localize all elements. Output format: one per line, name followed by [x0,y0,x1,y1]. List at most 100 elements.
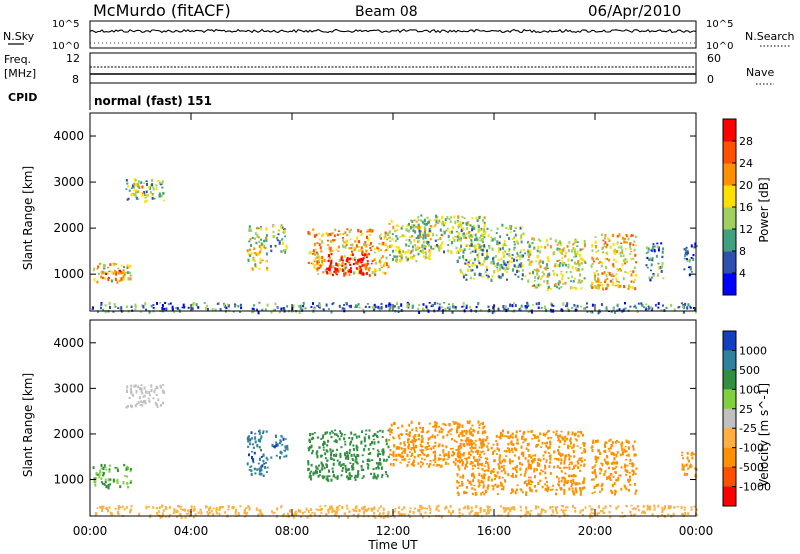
freq-tick-high: 12 [66,52,80,65]
power-colorbar-tick: 8 [739,245,746,258]
power-echo-layer [91,178,698,315]
velocity-colorbar-segment [723,350,736,371]
power-echo-region [269,224,288,254]
time-tick-label: 04:00 [174,524,209,538]
power-colorbar: 28 24 20 16 12 8 4 [722,118,753,296]
power-colorbar-tick: 16 [739,201,753,214]
power-echo-region [101,269,125,282]
power-colorbar-tick: 28 [739,135,753,148]
velocity-echo-region [92,463,133,490]
beam-title: Beam 08 [355,4,418,20]
power-echo-region [91,301,697,315]
velocity-echo-region [681,451,698,479]
power-echo-region [133,182,155,198]
power-colorbar-segment [723,251,736,274]
velocity-echo-region [307,429,390,482]
freq-tick-low: 8 [72,73,79,86]
time-tick-label: 08:00 [275,524,310,538]
x-axis-label: Time UT [367,538,418,552]
power-colorbar-segment [723,141,736,164]
power-panel: 4000 3000 2000 1000 Slant Range [km] 28 24 20… [21,112,771,315]
power-ylabel: Slant Range [km] [21,166,35,270]
power-colorbar-tick: 12 [739,223,753,236]
noise-panel: N.Sky 10^5 10^0 10^5 10^0 N.Search [3,19,795,52]
velocity-colorbar-label: Velocity [m s^-1] [757,383,771,487]
power-echo-region [413,214,486,255]
power-echo-region [456,223,527,282]
velocity-colorbar-segment [723,389,736,410]
power-colorbar-tick: 20 [739,179,753,192]
power-echo-region [307,228,390,277]
velocity-colorbar-tick: 1000 [739,344,767,357]
velocity-ytick-label: 4000 [53,336,84,350]
velocity-colorbar-segment [723,369,736,390]
noise-right-tick-low: 10^0 [706,41,733,52]
velocity-echo-layer [92,384,698,520]
velocity-echo-region [456,429,587,497]
velocity-colorbar-segment [723,408,736,429]
velocity-colorbar-tick: 100 [739,383,760,396]
nsearch-label: N.Search [745,30,795,43]
velocity-colorbar-tick: -1000 [739,481,771,494]
power-echo-region [92,262,132,284]
cpid-row: CPID normal (fast) 151 [8,83,212,110]
velocity-ytick-label: 3000 [53,381,84,395]
velocity-colorbar-tick: -500 [739,461,764,474]
velocity-echo-region [246,429,269,477]
power-colorbar-tick: 24 [739,157,753,170]
velocity-panel: 4000 3000 2000 1000 00:00 04:00 08:00 12:00 16:… [21,113,771,552]
power-echo-region [645,242,665,282]
velocity-colorbar: 1000 500 100 25 -25 -100 -500 -1000 [722,330,771,507]
velocity-colorbar-tick: -25 [739,422,757,435]
velocity-colorbar-tick: -100 [739,442,764,455]
velocity-colorbar-segment [723,447,736,468]
power-echo-region [125,178,165,204]
power-ytick-label: 2000 [53,221,84,235]
velocity-colorbar-tick: 25 [739,403,753,416]
nave-tick-low: 0 [707,73,714,86]
power-colorbar-segment [723,185,736,208]
velocity-echo-region [125,384,166,409]
velocity-colorbar-segment [723,467,736,487]
velocity-echo-region [388,420,486,469]
velocity-ytick-label: 1000 [53,473,84,487]
power-ytick-label: 4000 [53,129,84,143]
date-title: 06/Apr/2010 [588,2,681,20]
power-colorbar-segment [723,229,736,252]
power-echo-region [683,242,698,277]
power-colorbar-segment [723,273,736,296]
noise-trace-line [89,28,697,34]
power-colorbar-segment [723,119,736,142]
power-colorbar-segment [723,163,736,186]
power-ytick-label: 1000 [53,267,84,281]
power-ytick-label: 3000 [53,175,84,189]
noise-right-tick-high: 10^5 [706,19,733,30]
freq-label-line2: [MHz] [4,67,36,80]
velocity-echo-region [590,438,638,496]
noise-left-tick-high: 10^5 [52,19,79,30]
station-title: McMurdo (fitACF) [93,1,231,20]
cpid-value: normal (fast) 151 [94,94,212,108]
nsky-label: N.Sky [3,30,35,43]
velocity-ytick-label: 2000 [53,427,84,441]
time-tick-label: 16:00 [477,524,512,538]
velocity-echo-region [270,434,289,460]
time-tick-label: 00:00 [679,524,714,538]
freq-panel: Freq. [MHz] 12 8 60 0 Nave [4,52,774,86]
cpid-label: CPID [8,91,37,104]
freq-label-line1: Freq. [4,53,31,66]
time-tick-label: 00:00 [73,524,108,538]
velocity-colorbar-segment [723,428,736,449]
nave-label: Nave [746,66,774,79]
power-colorbar-tick: 4 [739,267,746,280]
velocity-colorbar-segment [723,331,736,351]
noise-left-tick-low: 10^0 [52,41,79,52]
velocity-ylabel: Slant Range [km] [21,373,35,477]
velocity-colorbar-segment [723,486,736,507]
power-colorbar-segment [723,207,736,230]
power-echo-region [246,225,269,271]
time-tick-label: 12:00 [376,524,411,538]
nave-tick-high: 60 [707,52,721,65]
power-echo-region [527,237,587,292]
